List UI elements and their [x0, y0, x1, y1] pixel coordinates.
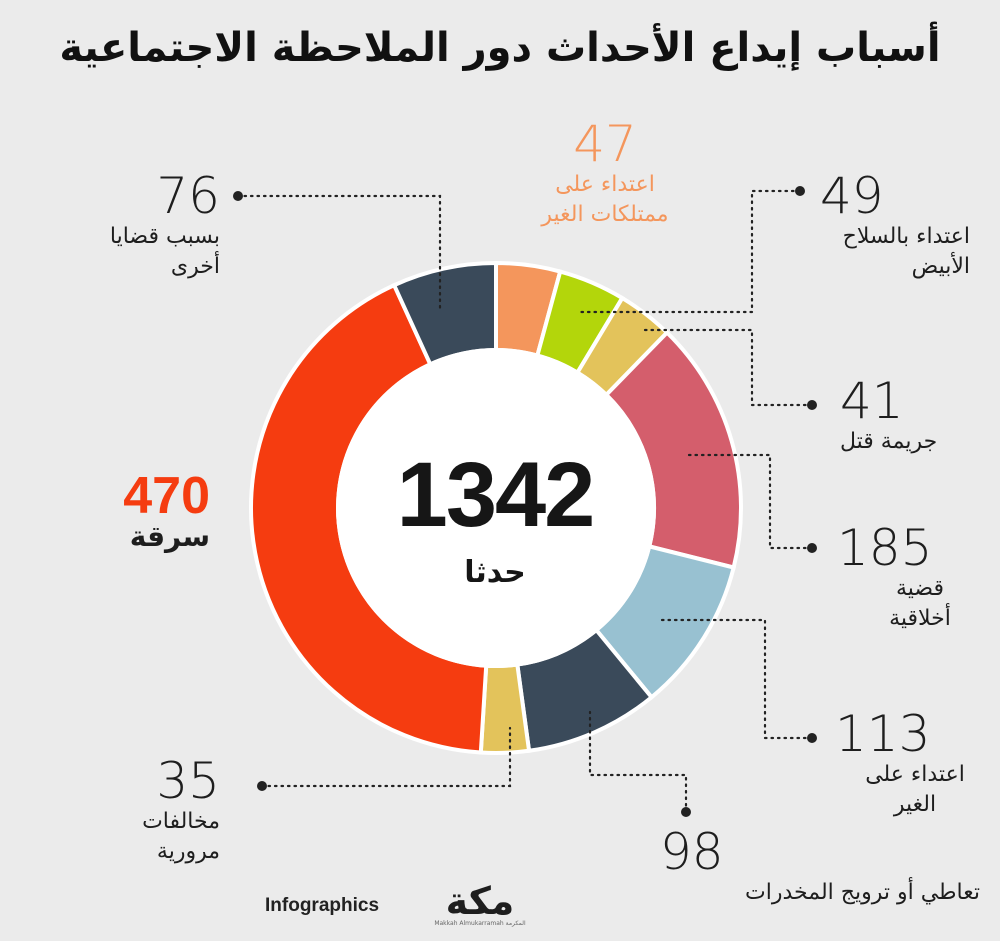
- leader-dot-41: [807, 400, 817, 410]
- label-470: 470 سرقة: [60, 470, 210, 552]
- chart-title: أسباب إيداع الأحداث دور الملاحظة الاجتما…: [59, 25, 941, 71]
- leader-dot-98: [681, 807, 691, 817]
- label-185-text: قضية أخلاقية: [889, 576, 951, 631]
- label-76: 76 بسبب قضايا أخرى: [60, 170, 220, 282]
- label-185-value: 185: [837, 519, 933, 577]
- label-98-text: تعاطي أو ترويج المخدرات: [745, 880, 980, 905]
- leader-line-113: [658, 618, 814, 740]
- label-49: 49 اعتداء بالسلاح الأبيض: [800, 170, 970, 282]
- leader-line-49: [576, 189, 802, 314]
- footer-brand: Infographics: [265, 895, 380, 916]
- label-41: 41 جريمة قتل: [820, 375, 970, 457]
- leader-lines: [236, 189, 814, 814]
- logo: مكة Makkah Almukarramah المكرمة: [425, 880, 535, 930]
- label-98: 98 تعاطي أو ترويج المخدرات: [650, 826, 980, 908]
- leader-line-76: [236, 194, 442, 314]
- label-35: 35 مخالفات مرورية: [80, 755, 220, 867]
- leader-dot-185: [807, 543, 817, 553]
- total-value: 1342: [396, 444, 596, 546]
- donut-slices: [249, 260, 743, 755]
- label-49-text: اعتداء بالسلاح الأبيض: [842, 224, 970, 279]
- label-113: 113 اعتداء على الغير: [825, 708, 975, 820]
- label-47: 47 اعتداء على ممتلكات الغير: [500, 118, 710, 230]
- label-185: 185 قضية أخلاقية: [825, 522, 975, 634]
- label-470-value: 470: [123, 467, 210, 525]
- label-113-value: 113: [835, 705, 931, 763]
- label-41-text: جريمة قتل: [840, 429, 938, 454]
- label-470-text: سرقة: [129, 520, 210, 553]
- leader-line-185: [686, 453, 814, 550]
- leader-dot-113: [807, 733, 817, 743]
- total-unit: حدثا: [464, 555, 526, 590]
- label-76-value: 76: [156, 167, 220, 225]
- leader-dots: [233, 186, 817, 817]
- leader-dot-76: [233, 191, 243, 201]
- leader-dot-35: [257, 781, 267, 791]
- leader-line-35: [260, 726, 512, 788]
- label-98-value: 98: [660, 823, 724, 881]
- label-76-text: بسبب قضايا أخرى: [109, 224, 220, 279]
- label-47-value: 47: [573, 115, 637, 173]
- label-47-text: اعتداء على ممتلكات الغير: [541, 172, 669, 227]
- label-41-value: 41: [840, 372, 904, 430]
- leader-line-41: [638, 328, 814, 407]
- label-113-text: اعتداء على الغير: [865, 762, 965, 817]
- logo-subtitle: Makkah Almukarramah المكرمة: [434, 920, 526, 927]
- label-49-value: 49: [820, 167, 884, 225]
- leader-line-98: [588, 710, 688, 814]
- leader-dot-49: [795, 186, 805, 196]
- label-35-value: 35: [156, 752, 220, 810]
- logo-text: مكة: [445, 879, 515, 923]
- label-35-text: مخالفات مرورية: [142, 809, 220, 864]
- donut-hole: [336, 348, 656, 668]
